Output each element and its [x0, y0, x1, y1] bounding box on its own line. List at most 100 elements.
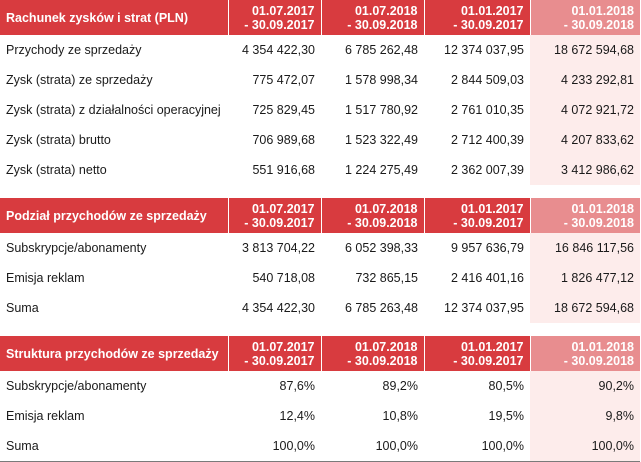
row-label: Zysk (strata) netto: [6, 163, 107, 177]
row-label: Emisja reklam: [6, 271, 85, 285]
period-header: 01.01.2017- 30.09.2017: [423, 0, 530, 35]
period-end: - 30.09.2018: [347, 353, 418, 368]
value-cell: 87,6%: [279, 379, 315, 393]
value-cell: 18 672 594,68: [530, 35, 640, 65]
table-row: Suma 4 354 422,30 6 785 263,48 12 374 037,9…: [0, 293, 640, 323]
row-label: Zysk (strata) z działalności operacyjnej: [6, 103, 221, 117]
value-cell: 100,0%: [228, 431, 321, 462]
row-label: Subskrypcje/abonamenty: [6, 379, 147, 393]
table-row: Subskrypcje/abonamenty 3 813 704,22 6 052 …: [0, 233, 640, 263]
value-cell: 1 826 477,12: [530, 263, 640, 293]
period-header: 01.07.2017- 30.09.2017: [227, 198, 321, 233]
value-cell: 4 072 921,72: [530, 95, 640, 125]
table-row: Zysk (strata) netto 551 916,68 1 224 275,4…: [0, 155, 640, 185]
period-start: 01.07.2018: [354, 339, 418, 354]
value-cell: 551 916,68: [252, 163, 315, 177]
value-cell: 3 412 986,62: [530, 155, 640, 185]
value-cell: 100,0%: [321, 431, 424, 462]
value-cell: 4 354 422,30: [242, 43, 315, 57]
value-cell: 18 672 594,68: [530, 293, 640, 323]
period-end: - 30.09.2017: [453, 215, 524, 230]
value-cell: 706 989,68: [252, 133, 315, 147]
value-cell: 4 354 422,30: [242, 301, 315, 315]
value-cell: 1 578 998,34: [345, 73, 418, 87]
period-end: - 30.09.2018: [563, 353, 634, 368]
value-cell: 16 846 117,56: [530, 233, 640, 263]
table-row: Emisja reklam 12,4% 10,8% 19,5% 9,8%: [0, 401, 640, 431]
period-header: 01.01.2018- 30.09.2018: [529, 198, 640, 233]
period-end: - 30.09.2017: [453, 353, 524, 368]
period-header: 01.01.2018- 30.09.2018: [529, 0, 640, 35]
row-label: Suma: [6, 301, 39, 315]
section-title: Struktura przychodów ze sprzedaży: [0, 336, 228, 371]
value-cell: 1 224 275,49: [345, 163, 418, 177]
value-cell: 6 785 263,48: [345, 301, 418, 315]
value-cell: 2 362 007,39: [451, 163, 524, 177]
value-cell: 1 523 322,49: [345, 133, 418, 147]
table-row: Suma 100,0% 100,0% 100,0% 100,0%: [0, 431, 640, 462]
value-cell: 4 207 833,62: [530, 125, 640, 155]
period-header: 01.01.2017- 30.09.2017: [423, 198, 530, 233]
section-title: Rachunek zysków i strat (PLN): [0, 0, 228, 35]
value-cell: 6 052 398,33: [345, 241, 418, 255]
value-cell: 12 374 037,95: [444, 301, 524, 315]
value-cell: 12 374 037,95: [444, 43, 524, 57]
row-label: Przychody ze sprzedaży: [6, 43, 142, 57]
period-start: 01.01.2018: [571, 339, 634, 354]
period-end: - 30.09.2018: [347, 215, 418, 230]
section-title: Podział przychodów ze sprzedaży: [0, 198, 228, 233]
period-header: 01.01.2017- 30.09.2017: [423, 336, 530, 371]
period-start: 01.01.2017: [460, 3, 524, 18]
period-start: 01.01.2018: [571, 3, 634, 18]
value-cell: 1 517 780,92: [345, 103, 418, 117]
table-row: Przychody ze sprzedaży 4 354 422,30 6 785 …: [0, 35, 640, 65]
value-cell: 725 829,45: [252, 103, 315, 117]
value-cell: 732 865,15: [355, 271, 418, 285]
value-cell: 2 416 401,16: [451, 271, 524, 285]
value-cell: 89,2%: [382, 379, 418, 393]
value-cell: 6 785 262,48: [345, 43, 418, 57]
table-row: Zysk (strata) z działalności operacyjnej…: [0, 95, 640, 125]
table-row: Subskrypcje/abonamenty 87,6% 89,2% 80,5% 90,…: [0, 371, 640, 401]
period-start: 01.07.2018: [354, 3, 418, 18]
period-start: 01.01.2017: [460, 339, 524, 354]
period-end: - 30.09.2017: [244, 215, 315, 230]
value-cell: 4 233 292,81: [530, 65, 640, 95]
value-cell: 19,5%: [488, 409, 524, 423]
section-header-row: Struktura przychodów ze sprzedaży 01.07.2…: [0, 336, 640, 371]
value-cell: 2 712 400,39: [451, 133, 524, 147]
period-end: - 30.09.2017: [244, 17, 315, 32]
value-cell: 80,5%: [488, 379, 524, 393]
period-end: - 30.09.2017: [244, 353, 315, 368]
value-cell: 9,8%: [530, 401, 640, 431]
period-start: 01.07.2017: [251, 201, 315, 216]
period-start: 01.01.2017: [460, 201, 524, 216]
value-cell: 775 472,07: [252, 73, 315, 87]
section-spacer: [0, 323, 640, 336]
value-cell: 100,0%: [424, 431, 530, 462]
value-cell: 100,0%: [530, 431, 640, 462]
period-end: - 30.09.2018: [563, 17, 634, 32]
section-header-row: Podział przychodów ze sprzedaży 01.07.201…: [0, 198, 640, 233]
section-header-row: Rachunek zysków i strat (PLN) 01.07.2017-…: [0, 0, 640, 35]
table-row: Emisja reklam 540 718,08 732 865,15 2 416 4…: [0, 263, 640, 293]
period-header: 01.07.2018- 30.09.2018: [320, 198, 424, 233]
row-label: Subskrypcje/abonamenty: [6, 241, 147, 255]
row-label: Zysk (strata) brutto: [6, 133, 111, 147]
table-row: Zysk (strata) ze sprzedaży 775 472,07 1 57…: [0, 65, 640, 95]
row-label: Suma: [0, 431, 228, 462]
period-header: 01.07.2017- 30.09.2017: [227, 0, 321, 35]
period-header: 01.07.2018- 30.09.2018: [320, 0, 424, 35]
value-cell: 90,2%: [530, 371, 640, 401]
value-cell: 9 957 636,79: [451, 241, 524, 255]
period-start: 01.01.2018: [571, 201, 634, 216]
spacer-cell: [0, 185, 640, 198]
table-row: Zysk (strata) brutto 706 989,68 1 523 322,…: [0, 125, 640, 155]
value-cell: 540 718,08: [252, 271, 315, 285]
period-start: 01.07.2017: [251, 3, 315, 18]
period-header: 01.07.2018- 30.09.2018: [320, 336, 424, 371]
row-label: Zysk (strata) ze sprzedaży: [6, 73, 153, 87]
period-start: 01.07.2018: [354, 201, 418, 216]
period-header: 01.01.2018- 30.09.2018: [529, 336, 640, 371]
